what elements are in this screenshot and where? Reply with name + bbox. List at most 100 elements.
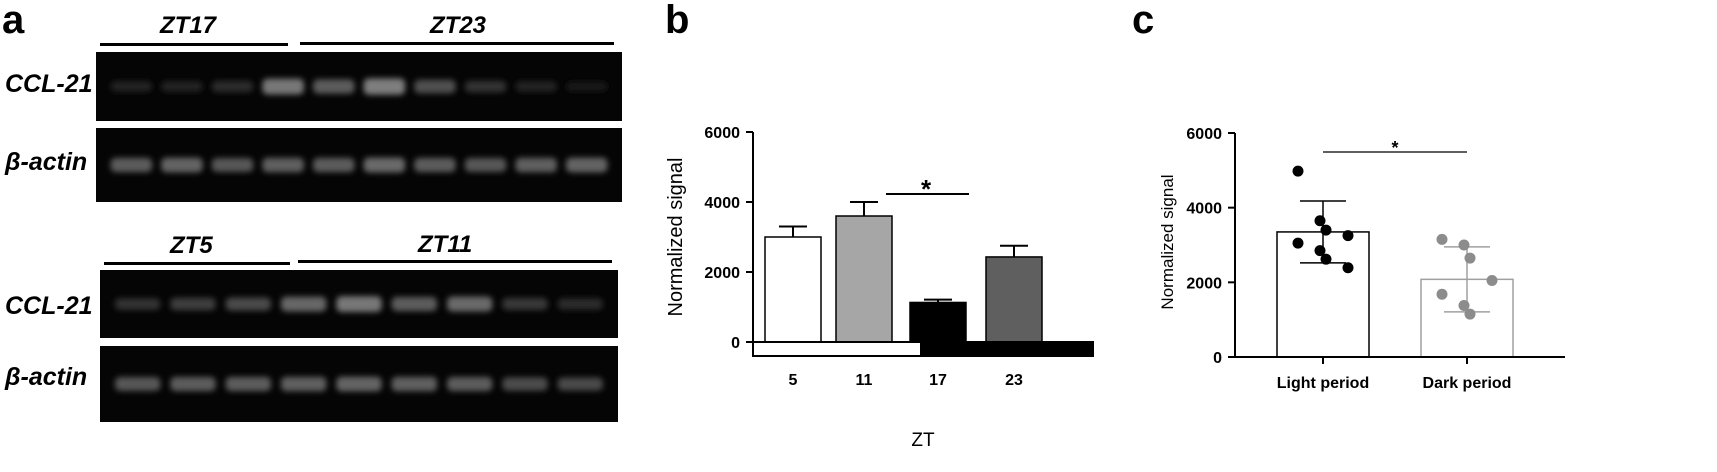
x-tick-label: 23 — [1005, 372, 1023, 389]
scatter-bar-chart-period: 0 2000 4000 6000 Light period Dark period No… — [1158, 126, 1565, 392]
actin-band — [170, 376, 216, 392]
blot-bands-actin-bottom — [115, 376, 603, 392]
x-axis-label: ZT — [911, 430, 935, 451]
x-tick-label: Light period — [1277, 375, 1369, 392]
data-point — [1458, 299, 1470, 311]
ccl21-band — [557, 298, 603, 310]
group-bracket-zt11 — [298, 260, 612, 263]
y-tick-label: 4000 — [1186, 201, 1222, 218]
actin-band — [566, 157, 608, 173]
ccl21-band — [336, 296, 382, 312]
group-label-zt11: ZT11 — [418, 231, 473, 258]
ccl21-band — [262, 78, 304, 95]
ccl21-band — [211, 80, 254, 93]
data-point — [1436, 233, 1448, 245]
actin-band — [414, 157, 456, 173]
y-axis-label: Normalized signal — [665, 158, 687, 317]
group-bracket-zt17 — [100, 43, 288, 46]
data-point — [1320, 253, 1332, 265]
data-point — [1314, 245, 1326, 257]
bar-zt-17 — [909, 301, 967, 343]
blot-strip-ccl21-bottom — [100, 270, 618, 338]
actin-band — [515, 157, 557, 173]
blot-strip-ccl21-top — [96, 52, 622, 121]
ccl21-band — [515, 81, 557, 92]
ccl21-band — [414, 79, 456, 94]
actin-band — [557, 377, 603, 391]
data-point — [1292, 165, 1304, 177]
data-point — [1314, 215, 1326, 227]
panel-label-b: b — [665, 0, 690, 42]
row-label-ccl21: CCL-21 — [5, 70, 93, 98]
ccl21-band — [115, 298, 161, 310]
data-point — [1320, 224, 1332, 236]
row-label-ccl21-bottom: CCL-21 — [5, 292, 93, 320]
panel-label-a: a — [2, 0, 25, 42]
y-tick-label: 0 — [1213, 350, 1222, 367]
row-label-actin-bottom: β-actin — [5, 363, 88, 391]
ccl21-band — [447, 296, 493, 312]
ccl21-band — [502, 297, 548, 310]
group-label-zt17: ZT17 — [160, 12, 217, 39]
row-label-actin: β-actin — [5, 148, 88, 176]
actin-band — [502, 377, 548, 391]
group-bracket-zt23 — [300, 42, 614, 45]
x-tick-label: 5 — [789, 372, 798, 389]
group-bracket-zt5 — [104, 262, 290, 265]
blot-strip-actin-bottom — [100, 346, 618, 422]
ccl21-band — [566, 81, 608, 92]
blot-bands-actin-top — [110, 157, 608, 173]
actin-band — [262, 157, 304, 173]
y-tick-label: 6000 — [704, 125, 740, 142]
data-point — [1464, 308, 1476, 320]
bar-zt-23 — [985, 256, 1043, 343]
actin-band — [281, 376, 327, 392]
ccl21-band — [313, 79, 355, 94]
significance-star: * — [921, 174, 932, 204]
group-label-zt23: ZT23 — [430, 12, 487, 39]
data-point — [1342, 230, 1354, 242]
actin-band — [363, 157, 406, 173]
x-tick-label: Dark period — [1423, 375, 1512, 392]
blot-bands-ccl21-bottom — [115, 296, 603, 312]
group-label-zt5: ZT5 — [170, 232, 213, 259]
y-tick-label: 0 — [731, 335, 740, 352]
actin-band — [115, 377, 161, 391]
data-point — [1458, 239, 1470, 251]
y-axis-label: Normalized signal — [1158, 174, 1177, 309]
actin-band — [225, 376, 271, 392]
bar-zt-11 — [835, 215, 893, 343]
actin-band — [211, 158, 254, 172]
dark-phase-bar — [920, 341, 1094, 357]
actin-band — [391, 376, 437, 392]
data-point — [1436, 288, 1448, 300]
bar-zt-5 — [764, 236, 822, 343]
ccl21-band — [225, 297, 271, 311]
ccl21-band — [464, 80, 507, 93]
x-tick-label: 11 — [856, 372, 873, 389]
actin-band — [161, 157, 203, 173]
data-point — [1292, 237, 1304, 249]
y-tick-label: 4000 — [704, 195, 740, 212]
ccl21-band — [391, 296, 437, 312]
light-phase-bar — [752, 341, 922, 357]
actin-band — [110, 157, 153, 173]
ccl21-band — [161, 81, 203, 92]
y-tick-label: 2000 — [1186, 275, 1222, 292]
actin-band — [313, 157, 355, 173]
y-tick-label: 6000 — [1186, 126, 1222, 143]
ccl21-band — [281, 296, 327, 312]
actin-band — [447, 376, 493, 392]
data-point — [1486, 274, 1498, 286]
data-point — [1464, 252, 1476, 264]
actin-band — [336, 376, 382, 392]
x-tick-label: 17 — [929, 372, 947, 389]
y-tick-label: 2000 — [704, 265, 740, 282]
panel-label-c: c — [1132, 0, 1155, 42]
actin-band — [464, 158, 507, 172]
ccl21-band — [110, 81, 153, 92]
blot-bands-ccl21-top — [110, 78, 608, 95]
data-point — [1342, 262, 1354, 274]
blot-strip-actin-top — [96, 128, 622, 202]
